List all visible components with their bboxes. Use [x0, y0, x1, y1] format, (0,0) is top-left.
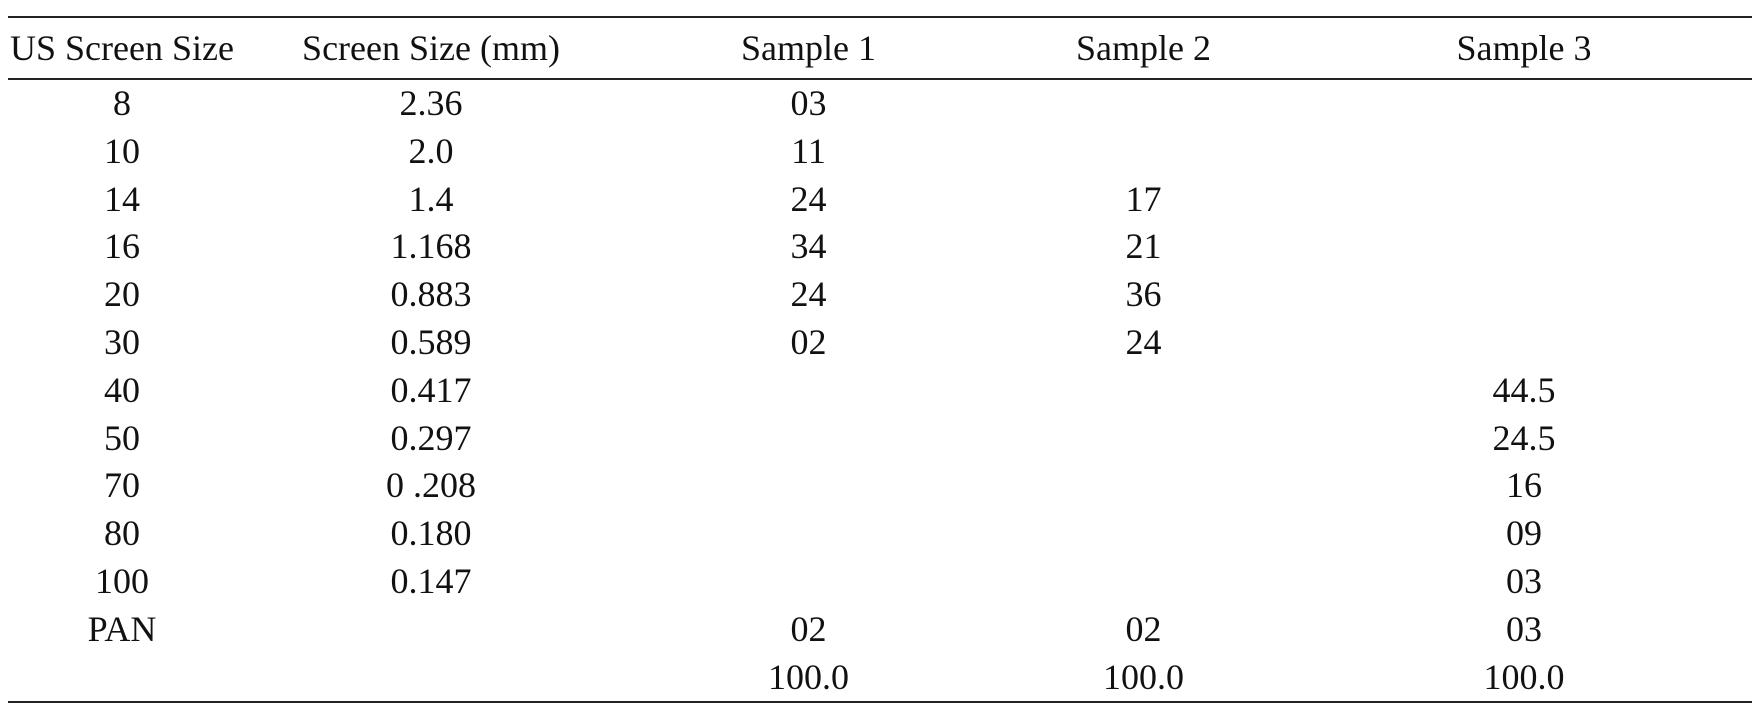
header-us-screen-size: US Screen Size	[10, 28, 234, 68]
cell-sample-2: 02	[1125, 608, 1162, 649]
table-row: 50 0.297 24.5	[8, 415, 1752, 463]
cell-sample-2	[991, 462, 1296, 510]
cell-sample-2: 17	[1125, 178, 1162, 219]
table-row: PAN 02 02 03	[8, 606, 1752, 654]
cell-sample-3: 16	[1506, 465, 1542, 506]
cell-screen-size-mm: 0.589	[390, 321, 472, 362]
cell-sample-2: 21	[1125, 226, 1162, 267]
cell-sample-1-total: 100.0	[768, 656, 849, 697]
cell-screen-size-mm: 0.883	[390, 274, 472, 315]
table-row: 8 2.36 03	[8, 79, 1752, 128]
header-sample-3: Sample 3	[1456, 28, 1592, 68]
cell-sample-3	[1296, 271, 1752, 319]
cell-sample-1	[626, 558, 991, 606]
cell-us-screen-size: 40	[104, 369, 140, 410]
cell-us-screen-size: PAN	[87, 608, 157, 649]
cell-screen-size-mm: 1.168	[390, 226, 472, 267]
cell-sample-1: 34	[790, 226, 827, 267]
cell-sample-3	[1296, 176, 1752, 224]
cell-us-screen-size	[8, 654, 236, 703]
cell-sample-2: 24	[1125, 321, 1162, 362]
sieve-table-container: US Screen Size Screen Size (mm) Sample 1…	[8, 16, 1752, 703]
cell-sample-3: 03	[1506, 560, 1542, 601]
cell-screen-size-mm: 0.180	[390, 513, 472, 554]
cell-us-screen-size: 20	[104, 274, 140, 315]
cell-sample-3	[1296, 79, 1752, 128]
cell-screen-size-mm	[236, 606, 626, 654]
cell-sample-1	[626, 510, 991, 558]
cell-us-screen-size: 70	[104, 465, 140, 506]
cell-sample-2	[991, 367, 1296, 415]
header-sample-1: Sample 1	[741, 28, 876, 68]
cell-sample-1	[626, 415, 991, 463]
cell-sample-1	[626, 462, 991, 510]
table-row: 20 0.883 24 36	[8, 271, 1752, 319]
header-row: US Screen Size Screen Size (mm) Sample 1…	[8, 17, 1752, 79]
table-row: 16 1.168 34 21	[8, 223, 1752, 271]
header-screen-size-mm: Screen Size (mm)	[302, 28, 560, 68]
table-row: 40 0.417 44.5	[8, 367, 1752, 415]
cell-us-screen-size: 100	[95, 560, 149, 601]
cell-sample-2: 36	[1125, 274, 1162, 315]
cell-sample-1: 02	[790, 608, 827, 649]
cell-us-screen-size: 10	[104, 130, 140, 171]
cell-sample-3-total: 100.0	[1483, 656, 1565, 697]
cell-sample-3: 24.5	[1492, 417, 1556, 458]
cell-sample-1: 03	[790, 83, 827, 123]
cell-screen-size-mm: 0.297	[390, 417, 472, 458]
table-row: 14 1.4 24 17	[8, 176, 1752, 224]
cell-sample-1	[626, 367, 991, 415]
header-sample-2: Sample 2	[1076, 28, 1211, 68]
cell-sample-1: 02	[790, 321, 827, 362]
cell-sample-3: 09	[1506, 513, 1542, 554]
cell-sample-3	[1296, 223, 1752, 271]
cell-sample-1: 11	[791, 130, 826, 171]
table-row: 100 0.147 03	[8, 558, 1752, 606]
cell-us-screen-size: 16	[104, 226, 140, 267]
cell-sample-1: 24	[790, 178, 827, 219]
cell-screen-size-mm	[236, 654, 626, 703]
cell-screen-size-mm: 0 .208	[386, 465, 476, 506]
table-row: 80 0.180 09	[8, 510, 1752, 558]
cell-screen-size-mm: 0.417	[390, 369, 472, 410]
cell-us-screen-size: 30	[104, 321, 140, 362]
table-row: 70 0 .208 16	[8, 462, 1752, 510]
cell-sample-2	[991, 415, 1296, 463]
cell-sample-3: 44.5	[1492, 369, 1556, 410]
sieve-analysis-table: US Screen Size Screen Size (mm) Sample 1…	[8, 16, 1752, 703]
cell-sample-1: 24	[790, 274, 827, 315]
cell-us-screen-size: 50	[104, 417, 140, 458]
table-row: 10 2.0 11	[8, 128, 1752, 176]
table-header: US Screen Size Screen Size (mm) Sample 1…	[8, 17, 1752, 79]
table-row-total: 100.0 100.0 100.0	[8, 654, 1752, 703]
cell-sample-3	[1296, 319, 1752, 367]
cell-sample-2	[991, 558, 1296, 606]
cell-screen-size-mm: 2.0	[408, 130, 454, 171]
cell-screen-size-mm: 0.147	[390, 560, 472, 601]
cell-us-screen-size: 8	[113, 83, 131, 123]
cell-sample-2	[991, 79, 1296, 128]
cell-us-screen-size: 14	[104, 178, 140, 219]
cell-sample-2	[991, 128, 1296, 176]
cell-sample-3	[1296, 128, 1752, 176]
table-body: 8 2.36 03 10 2.0 11 14 1.4 24 17	[8, 79, 1752, 703]
table-row: 30 0.589 02 24	[8, 319, 1752, 367]
cell-us-screen-size: 80	[104, 513, 140, 554]
cell-sample-3: 03	[1506, 608, 1542, 649]
cell-sample-2	[991, 510, 1296, 558]
cell-screen-size-mm: 2.36	[399, 83, 463, 123]
cell-screen-size-mm: 1.4	[408, 178, 454, 219]
cell-sample-2-total: 100.0	[1103, 656, 1184, 697]
